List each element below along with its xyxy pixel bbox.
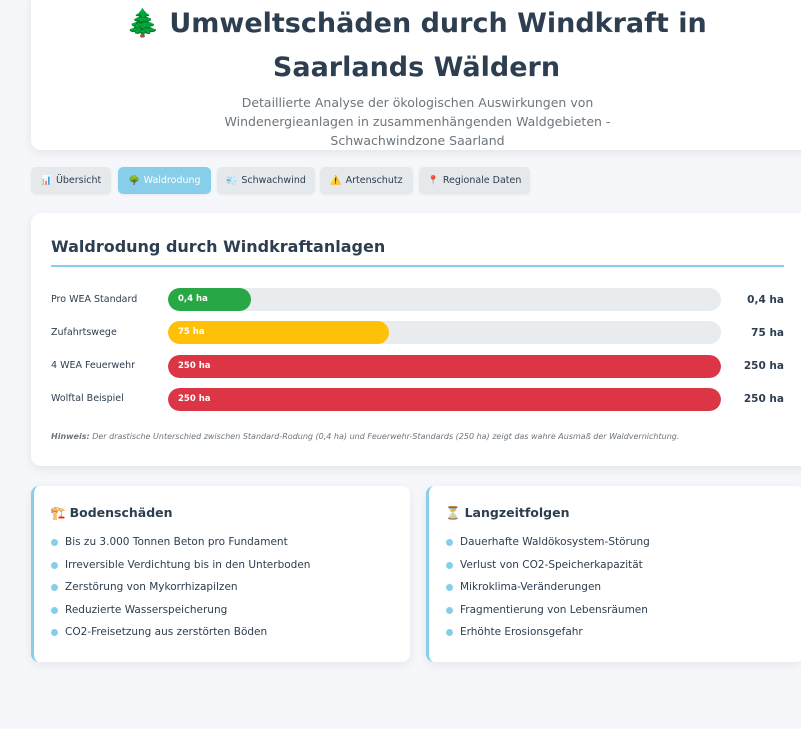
bar-value: 250 ha bbox=[743, 393, 784, 405]
list-item-text: Erhöhte Erosionsgefahr bbox=[460, 626, 583, 638]
progress-fill: 250 ha bbox=[168, 355, 721, 378]
bullet-dot bbox=[51, 606, 58, 614]
tab-uebersicht[interactable]: 📊 Übersicht bbox=[31, 167, 111, 194]
bullet-dot bbox=[51, 584, 58, 591]
card-title-text: Langzeitfolgen bbox=[464, 505, 570, 520]
tab-label: Übersicht bbox=[55, 175, 102, 186]
bar-text: 250 ha bbox=[178, 361, 211, 371]
hourglass-icon: ⏳ bbox=[445, 505, 461, 520]
bullet-dot bbox=[446, 561, 453, 569]
list-item: Verlust von CO2-Speicherkapazität bbox=[446, 558, 650, 581]
bullet-dot bbox=[51, 561, 58, 569]
hint-text: Der drastische Unterschied zwischen Stan… bbox=[89, 432, 680, 441]
progress-track: 250 ha bbox=[168, 355, 721, 378]
list-item-text: Dauerhafte Waldökosystem-Störung bbox=[460, 536, 650, 548]
tab-regionale-daten[interactable]: 📍 Regionale Daten bbox=[419, 167, 530, 194]
card-title: 🏗️ Bodenschäden bbox=[50, 505, 173, 521]
bar-value: 75 ha bbox=[751, 327, 784, 339]
list-item: Reduzierte Wasserspeicherung bbox=[51, 603, 310, 626]
list-item-text: Reduzierte Wasserspeicherung bbox=[65, 603, 228, 616]
list-item: Dauerhafte Waldökosystem-Störung bbox=[446, 535, 650, 558]
bar-label: Pro WEA Standard bbox=[51, 294, 138, 305]
list-item-text: CO2-Freisetzung aus zerstörten Böden bbox=[65, 626, 268, 638]
hint-note: Hinweis: Der drastische Unterschied zwis… bbox=[51, 432, 679, 441]
list-item-text: Zerstörung von Mykorrhizapilzen bbox=[65, 581, 238, 593]
list-item-text: Fragmentierung von Lebensräumen bbox=[460, 603, 648, 616]
page-subtitle: Detaillierte Analyse der ökologischen Au… bbox=[224, 95, 611, 148]
tab-label: Regionale Daten bbox=[442, 175, 522, 186]
list-item: CO2-Freisetzung aus zerstörten Böden bbox=[51, 625, 310, 648]
bullet-dot bbox=[446, 606, 453, 614]
section-divider bbox=[51, 265, 784, 267]
bullet-dot bbox=[51, 629, 58, 636]
list-item: Zerstörung von Mykorrhizapilzen bbox=[51, 580, 310, 603]
bullet-dot bbox=[446, 629, 453, 636]
card-list: Dauerhafte Waldökosystem-Störung Verlust… bbox=[446, 535, 650, 648]
tab-label: Waldrodung bbox=[143, 175, 201, 186]
bullet-dot bbox=[51, 539, 58, 546]
header-card bbox=[31, 0, 801, 150]
bar-value: 0,4 ha bbox=[747, 294, 784, 306]
tab-artenschutz[interactable]: ⚠️ Artenschutz bbox=[320, 167, 413, 194]
bodenschaeden-card: 🏗️ Bodenschäden Bis zu 3.000 Tonnen Beton… bbox=[31, 486, 410, 662]
list-item-text: Bis zu 3.000 Tonnen Beton pro Fundament bbox=[65, 536, 288, 548]
progress-track: 75 ha bbox=[168, 321, 721, 344]
waldrodung-panel: Waldrodung durch Windkraftanlagen Pro WE… bbox=[31, 213, 801, 466]
tab-schwachwind[interactable]: 💨 Schwachwind bbox=[217, 167, 315, 194]
construction-icon: 🏗️ bbox=[50, 505, 66, 520]
bar-text: 250 ha bbox=[178, 394, 211, 404]
card-list: Bis zu 3.000 Tonnen Beton pro Fundament … bbox=[51, 535, 310, 648]
bar-text: 0,4 ha bbox=[178, 294, 208, 304]
bar-label: 4 WEA Feuerwehr bbox=[51, 360, 136, 371]
bar-value: 250 ha bbox=[743, 360, 784, 372]
page-title: 🌲 Umweltschäden durch Windkraft in Saarl… bbox=[60, 2, 773, 90]
warning-icon: ⚠️ bbox=[330, 175, 342, 186]
tab-label: Artenschutz bbox=[345, 175, 403, 186]
list-item: Irreversible Verdichtung bis in den Unte… bbox=[51, 558, 310, 581]
list-item: Mikroklima-Veränderungen bbox=[446, 580, 650, 603]
list-item: Erhöhte Erosionsgefahr bbox=[446, 625, 650, 648]
section-title: Waldrodung durch Windkraftanlagen bbox=[51, 237, 386, 256]
hint-label: Hinweis: bbox=[51, 432, 90, 441]
progress-fill: 75 ha bbox=[168, 321, 390, 344]
bar-text: 75 ha bbox=[178, 327, 205, 337]
progress-fill: 0,4 ha bbox=[168, 288, 251, 311]
langzeitfolgen-card: ⏳ Langzeitfolgen Dauerhafte Waldökosystem… bbox=[426, 486, 801, 662]
card-title: ⏳ Langzeitfolgen bbox=[445, 505, 569, 521]
bar-label: Wolftal Beispiel bbox=[51, 393, 124, 404]
list-item-text: Verlust von CO2-Speicherkapazität bbox=[460, 558, 643, 571]
progress-track: 0,4 ha bbox=[168, 288, 721, 311]
list-item-text: Mikroklima-Veränderungen bbox=[460, 581, 602, 593]
card-title-text: Bodenschäden bbox=[69, 505, 173, 520]
wind-icon: 💨 bbox=[226, 175, 238, 186]
tab-label: Schwachwind bbox=[241, 175, 306, 186]
progress-fill: 250 ha bbox=[168, 388, 721, 411]
list-item: Bis zu 3.000 Tonnen Beton pro Fundament bbox=[51, 535, 310, 558]
bullet-dot bbox=[446, 539, 453, 546]
progress-track: 250 ha bbox=[168, 388, 721, 411]
bar-label: Zufahrtswege bbox=[51, 327, 117, 338]
bullet-dot bbox=[446, 584, 453, 591]
bar-chart-icon: 📊 bbox=[40, 175, 52, 186]
tab-waldrodung[interactable]: 🌳 Waldrodung bbox=[118, 167, 211, 194]
tree-icon: 🌲 bbox=[126, 8, 160, 39]
page-title-text: Umweltschäden durch Windkraft in Saarlan… bbox=[169, 8, 707, 83]
tree-icon: 🌳 bbox=[128, 175, 140, 186]
pin-icon: 📍 bbox=[427, 175, 439, 186]
list-item: Fragmentierung von Lebensräumen bbox=[446, 603, 650, 626]
list-item-text: Irreversible Verdichtung bis in den Unte… bbox=[65, 558, 311, 571]
